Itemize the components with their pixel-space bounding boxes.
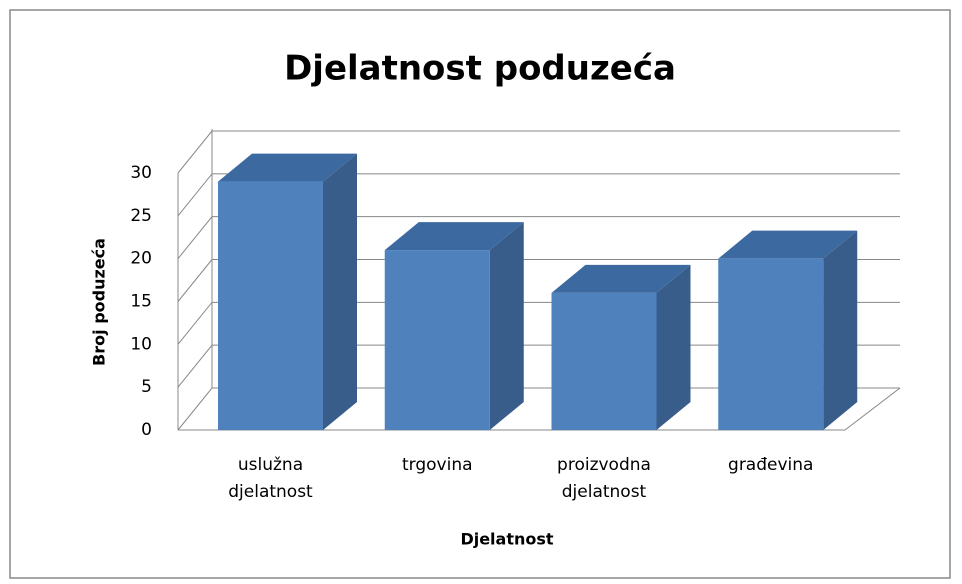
y-tick-label: 30	[130, 163, 152, 183]
y-tick-label: 25	[130, 206, 152, 226]
bar-side	[656, 264, 691, 430]
bar-side	[323, 153, 357, 431]
grid-line	[177, 216, 900, 259]
bar-side	[823, 230, 858, 430]
y-tick-label: 5	[141, 377, 152, 397]
grid-line	[177, 173, 900, 217]
bar-top	[218, 153, 357, 182]
x-axis-title: Djelatnost	[460, 530, 553, 549]
x-tick-label: uslužna djelatnost	[228, 455, 313, 502]
bar-top	[384, 222, 524, 251]
bar	[551, 292, 657, 430]
x-tick-label: građevina	[728, 455, 814, 475]
bar	[218, 181, 323, 430]
bar-top	[718, 230, 858, 259]
y-tick-label: 20	[130, 249, 152, 269]
bar	[384, 250, 490, 430]
y-tick-label: 10	[130, 334, 152, 354]
chart-title: Djelatnost poduzeća	[284, 49, 676, 89]
x-tick-label: trgovina	[401, 455, 473, 475]
bar-top	[551, 264, 691, 293]
y-tick-label: 0	[141, 420, 152, 440]
x-tick-label: proizvodna djelatnost	[557, 455, 651, 502]
grid-line	[177, 130, 900, 174]
bar-side	[489, 222, 524, 430]
bar	[718, 258, 824, 430]
y-tick-label: 15	[130, 292, 152, 312]
y-axis-title: Broj poduzeća	[90, 238, 109, 366]
grid-line	[177, 259, 900, 302]
